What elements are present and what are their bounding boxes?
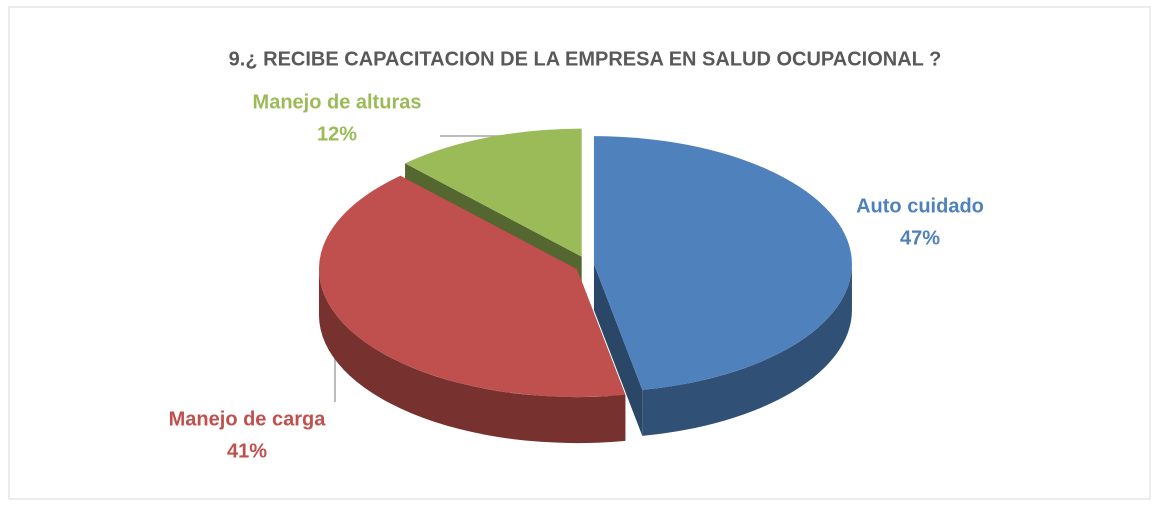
slice-side <box>318 269 626 444</box>
slice <box>318 175 626 398</box>
slice-label: Auto cuidado <box>856 195 984 217</box>
slice-label: Manejo de alturas <box>253 91 422 113</box>
slice-wall <box>593 264 643 436</box>
slice-label: Manejo de carga <box>169 408 327 430</box>
slice-value-label: 12% <box>317 123 357 145</box>
slice-value-label: 47% <box>900 227 940 249</box>
slice-side <box>642 264 852 436</box>
slice <box>593 136 852 390</box>
slice-value-label: 41% <box>227 440 267 462</box>
slice <box>405 128 582 257</box>
chart-title: 9.¿ RECIBE CAPACITACION DE LA EMPRESA EN… <box>229 48 942 70</box>
